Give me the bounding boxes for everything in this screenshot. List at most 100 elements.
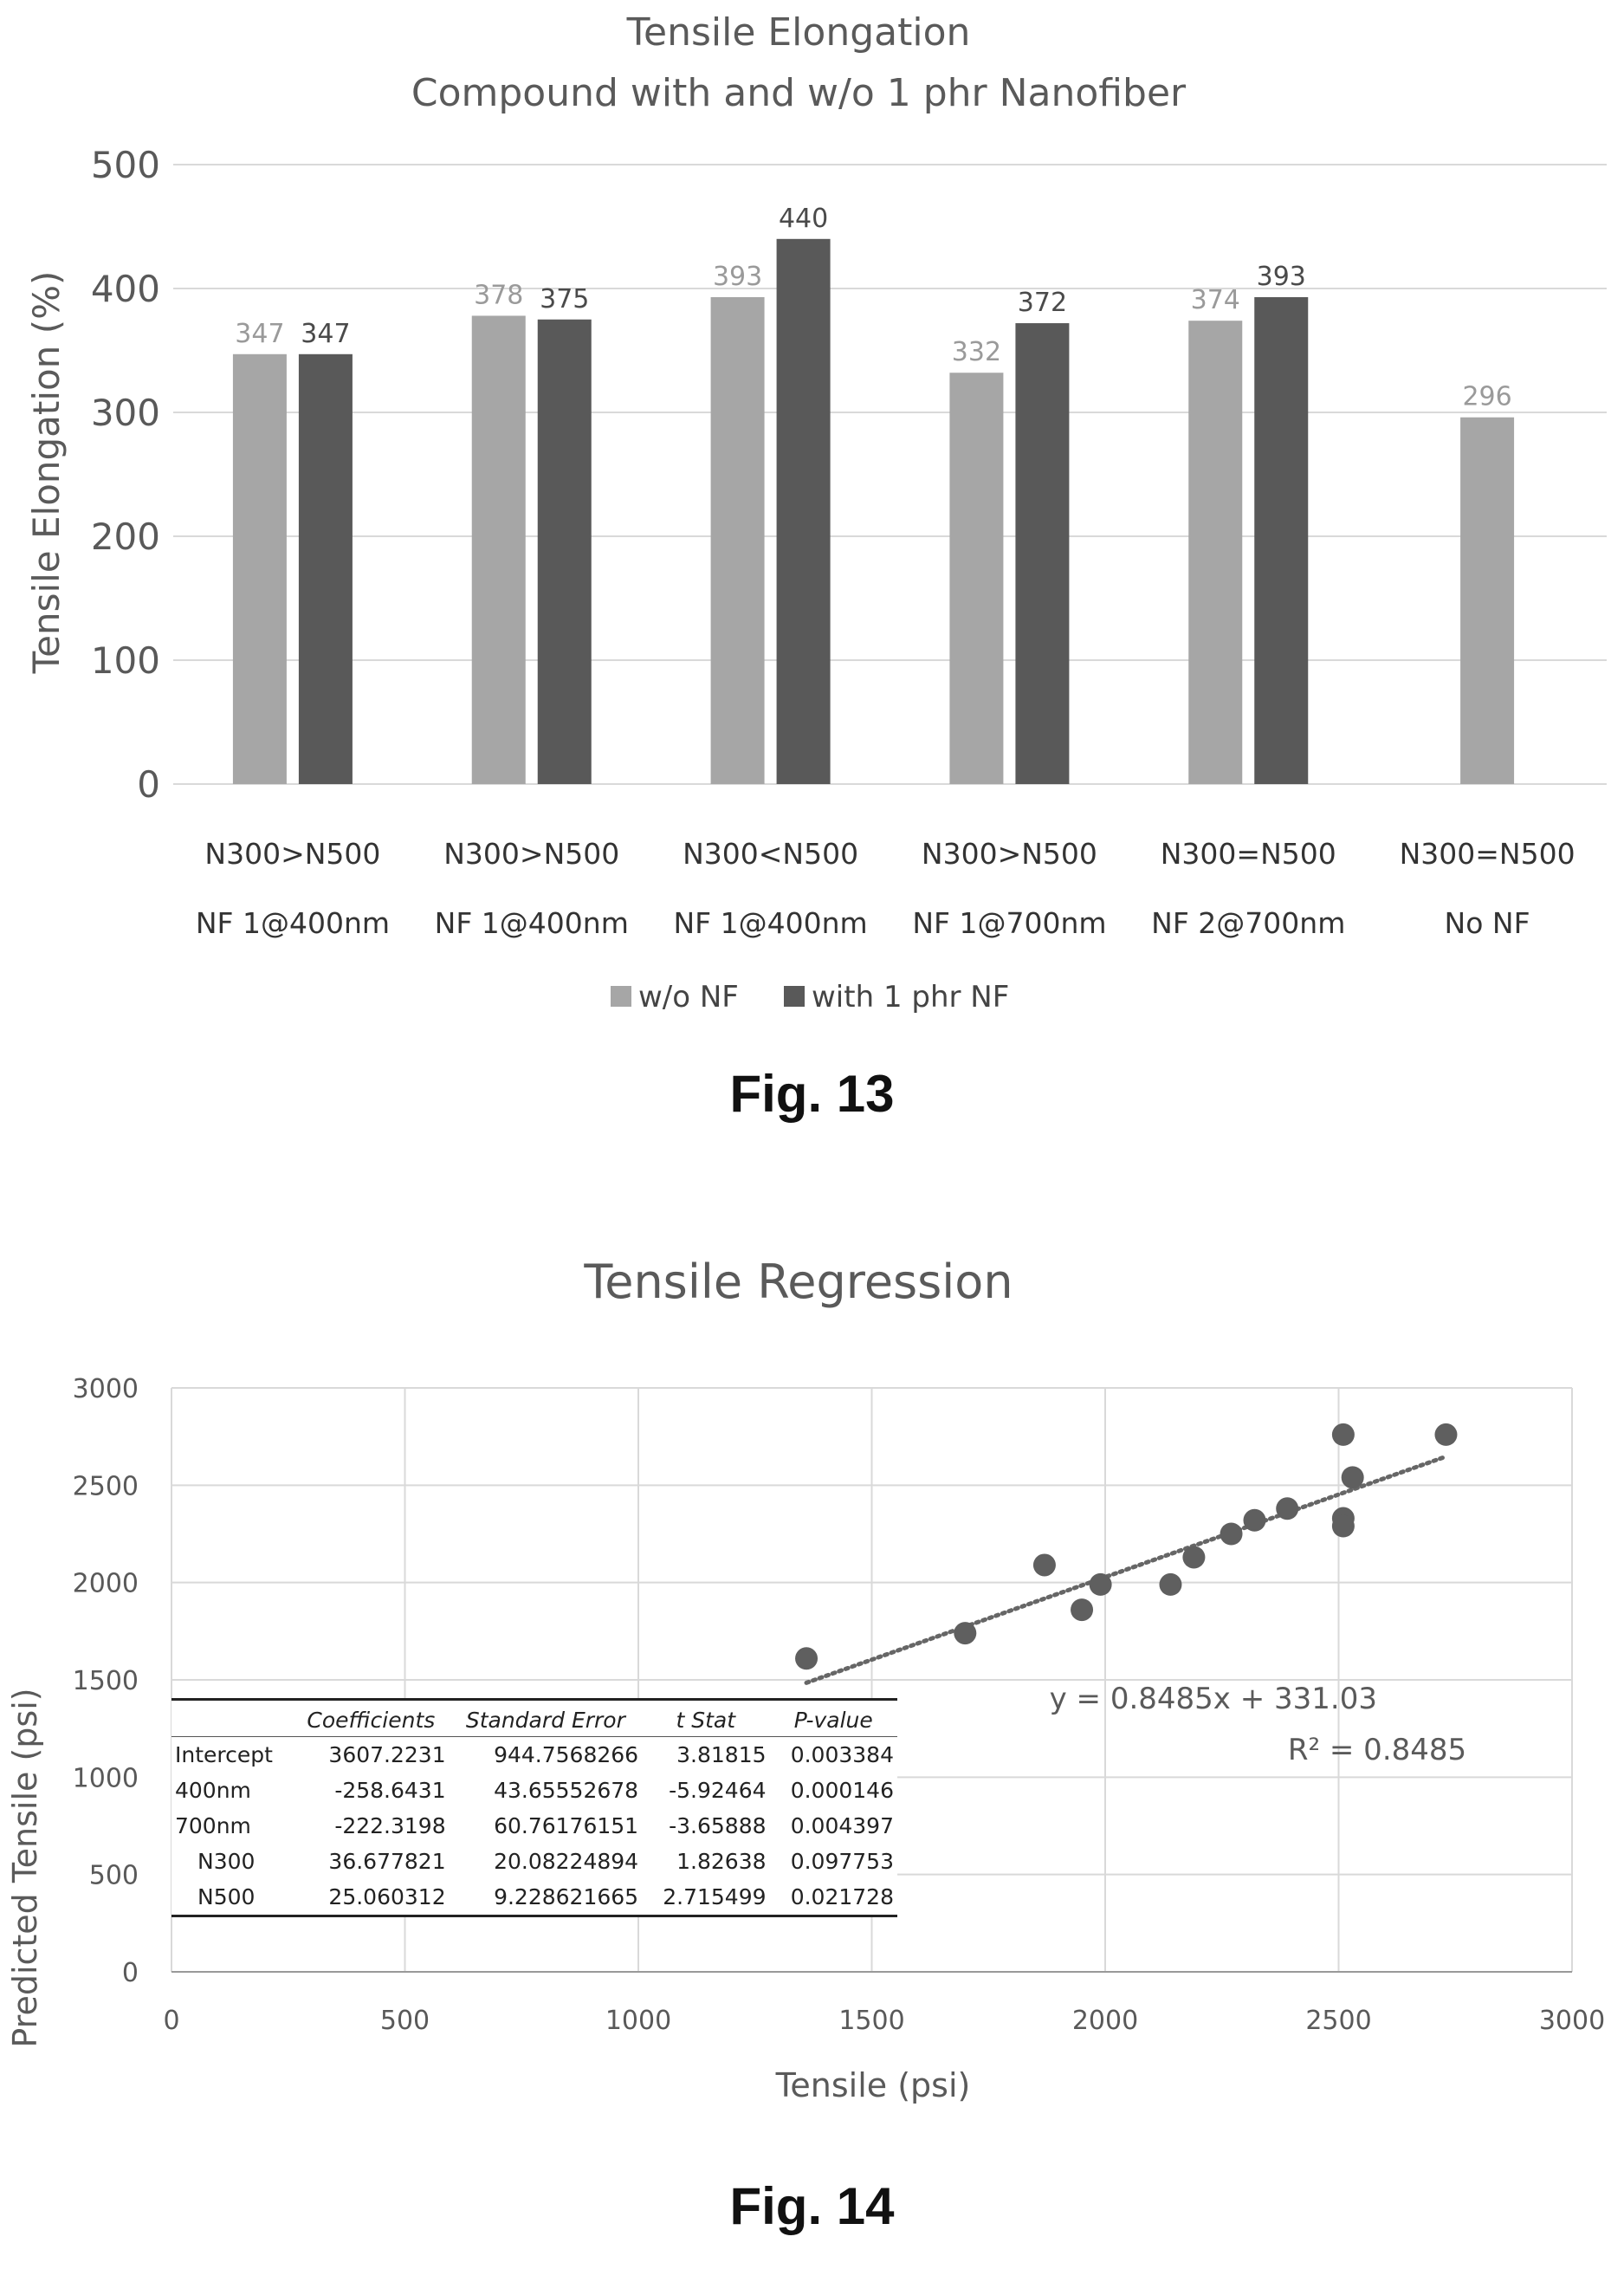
y-axis-label: Tensile Elongation (%) <box>25 271 68 675</box>
x-tick-labels: 0 500 1000 1500 2000 2500 3000 <box>163 2006 1605 2036</box>
table-row: 700nm -222.3198 60.76176151 -3.65888 0.0… <box>171 1808 897 1844</box>
bar <box>776 238 831 784</box>
table-row: 400nm -258.6431 43.65552678 -5.92464 0.0… <box>171 1773 897 1808</box>
table-row: N300 36.677821 20.08224894 1.82638 0.097… <box>171 1844 897 1879</box>
table-cell: 700nm <box>175 1813 251 1838</box>
table-cell: 0.097753 <box>790 1849 894 1874</box>
data-points <box>795 1423 1458 1670</box>
table-header-row: Coefficients Standard Error t Stat P-val… <box>171 1698 897 1737</box>
y-tick-label: 400 <box>91 268 160 310</box>
y-tick-label: 300 <box>91 392 160 434</box>
bar <box>471 315 526 785</box>
data-point <box>1032 1553 1056 1577</box>
x-tick-label: NF 1@400nm <box>435 906 629 940</box>
data-point <box>1071 1598 1094 1622</box>
table-cell: -258.6431 <box>334 1778 446 1803</box>
x-tick-label: N300=N500 <box>1161 837 1336 871</box>
table-cell: 0.004397 <box>790 1813 894 1838</box>
chart-title: Tensile Regression <box>583 1254 1013 1309</box>
bar <box>949 373 1004 784</box>
data-point <box>1182 1546 1206 1569</box>
x-tick-label: 2000 <box>1072 2006 1138 2036</box>
bar <box>1188 321 1243 784</box>
table-cell: 2.715499 <box>642 1879 770 1917</box>
x-tick-label: N300>N500 <box>204 837 380 871</box>
data-point <box>1434 1423 1458 1446</box>
bar-value-label: 332 <box>952 337 1001 367</box>
table-cell: 1.82638 <box>676 1849 767 1874</box>
bar-value-label: 378 <box>474 280 523 310</box>
legend-label: with 1 phr NF <box>812 980 1009 1015</box>
data-point <box>1089 1572 1112 1596</box>
bar-data-labels: 347 347 378 375 393 440 332 372 374 393 296 <box>235 204 1511 412</box>
x-tick-label: NF 1@700nm <box>912 906 1106 940</box>
table-cell: 0.000146 <box>790 1778 894 1803</box>
y-tick-label: 500 <box>89 1861 139 1891</box>
x-tick-label: 1000 <box>605 2006 671 2036</box>
x-tick-label: 1500 <box>838 2006 904 2036</box>
y-tick-label: 3000 <box>73 1374 139 1404</box>
y-axis-label: Predicted Tensile (psi) <box>6 1688 44 2047</box>
table-cell: 0.003384 <box>790 1742 894 1767</box>
bar-value-label: 347 <box>235 319 284 349</box>
regression-coefficients-table: Coefficients Standard Error t Stat P-val… <box>171 1698 897 1917</box>
table-header: Standard Error <box>449 1698 643 1737</box>
gridlines <box>173 164 1607 785</box>
bar <box>1015 323 1070 784</box>
bar-value-label: 393 <box>1257 262 1306 292</box>
bar-value-label: 296 <box>1462 382 1511 412</box>
table-cell: -3.65888 <box>669 1813 767 1838</box>
legend-swatch <box>784 986 805 1007</box>
table-header: t Stat <box>642 1698 770 1737</box>
bar <box>232 353 287 784</box>
x-tick-label: N300<N500 <box>683 837 858 871</box>
figure-14: Tensile Regression 0 500 1000 1500 2000 2500 3… <box>0 1230 1624 2282</box>
x-tick-labels: N300>N500 NF 1@400nm N300>N500 NF 1@400nm N3… <box>196 837 1575 940</box>
y-tick-label: 0 <box>122 1958 139 1988</box>
table-cell: 0.021728 <box>769 1879 897 1917</box>
x-tick-label: 3000 <box>1539 2006 1605 2036</box>
figure-caption: Fig. 14 <box>729 2177 895 2235</box>
table-row: Intercept 3607.2231 944.7568266 3.81815 … <box>171 1737 897 1773</box>
table-header <box>171 1698 294 1737</box>
data-point <box>1243 1508 1266 1532</box>
table-header: Coefficients <box>293 1698 450 1737</box>
table-cell: Intercept <box>175 1742 273 1767</box>
bar-value-label: 393 <box>713 262 762 292</box>
bar-chart: Tensile Elongation Compound with and w/o… <box>25 10 1607 1015</box>
data-point <box>1341 1466 1364 1489</box>
table-cell: 400nm <box>175 1778 251 1803</box>
y-tick-label: 1500 <box>73 1666 139 1696</box>
x-tick-label: NF 2@700nm <box>1151 906 1345 940</box>
y-tick-labels: 0 100 200 300 400 500 <box>91 144 160 806</box>
table-cell: N300 <box>197 1849 256 1874</box>
bar-value-label: 440 <box>779 204 828 234</box>
figure-13: Tensile Elongation Compound with and w/o… <box>25 10 1607 1123</box>
legend-label: w/o NF <box>638 980 739 1015</box>
x-tick-label: 2500 <box>1305 2006 1371 2036</box>
x-tick-label: NF 1@400nm <box>673 906 867 940</box>
chart-title: Tensile Elongation <box>626 10 971 55</box>
bar <box>1254 297 1309 784</box>
table-cell: 944.7568266 <box>494 1742 639 1767</box>
table-cell: -5.92464 <box>669 1778 767 1803</box>
y-tick-label: 100 <box>91 639 160 682</box>
table-cell: 3607.2231 <box>328 1742 446 1767</box>
data-point <box>1220 1522 1243 1546</box>
bar <box>710 297 765 784</box>
y-tick-label: 200 <box>91 515 160 558</box>
data-point <box>1331 1514 1355 1538</box>
x-tick-label: N300>N500 <box>443 837 619 871</box>
bar <box>298 353 353 784</box>
x-tick-label: NF 1@400nm <box>196 906 390 940</box>
bar-value-label: 372 <box>1018 288 1067 318</box>
data-point <box>795 1647 818 1670</box>
x-tick-label: 500 <box>380 2006 430 2036</box>
table-cell: -222.3198 <box>334 1813 446 1838</box>
bar-value-label: 374 <box>1191 285 1240 315</box>
data-point <box>954 1622 977 1645</box>
legend-swatch <box>611 986 631 1007</box>
x-tick-label: N300>N500 <box>922 837 1097 871</box>
bar <box>537 319 592 784</box>
table-row: N500 25.060312 9.228621665 2.715499 0.02… <box>171 1879 897 1917</box>
